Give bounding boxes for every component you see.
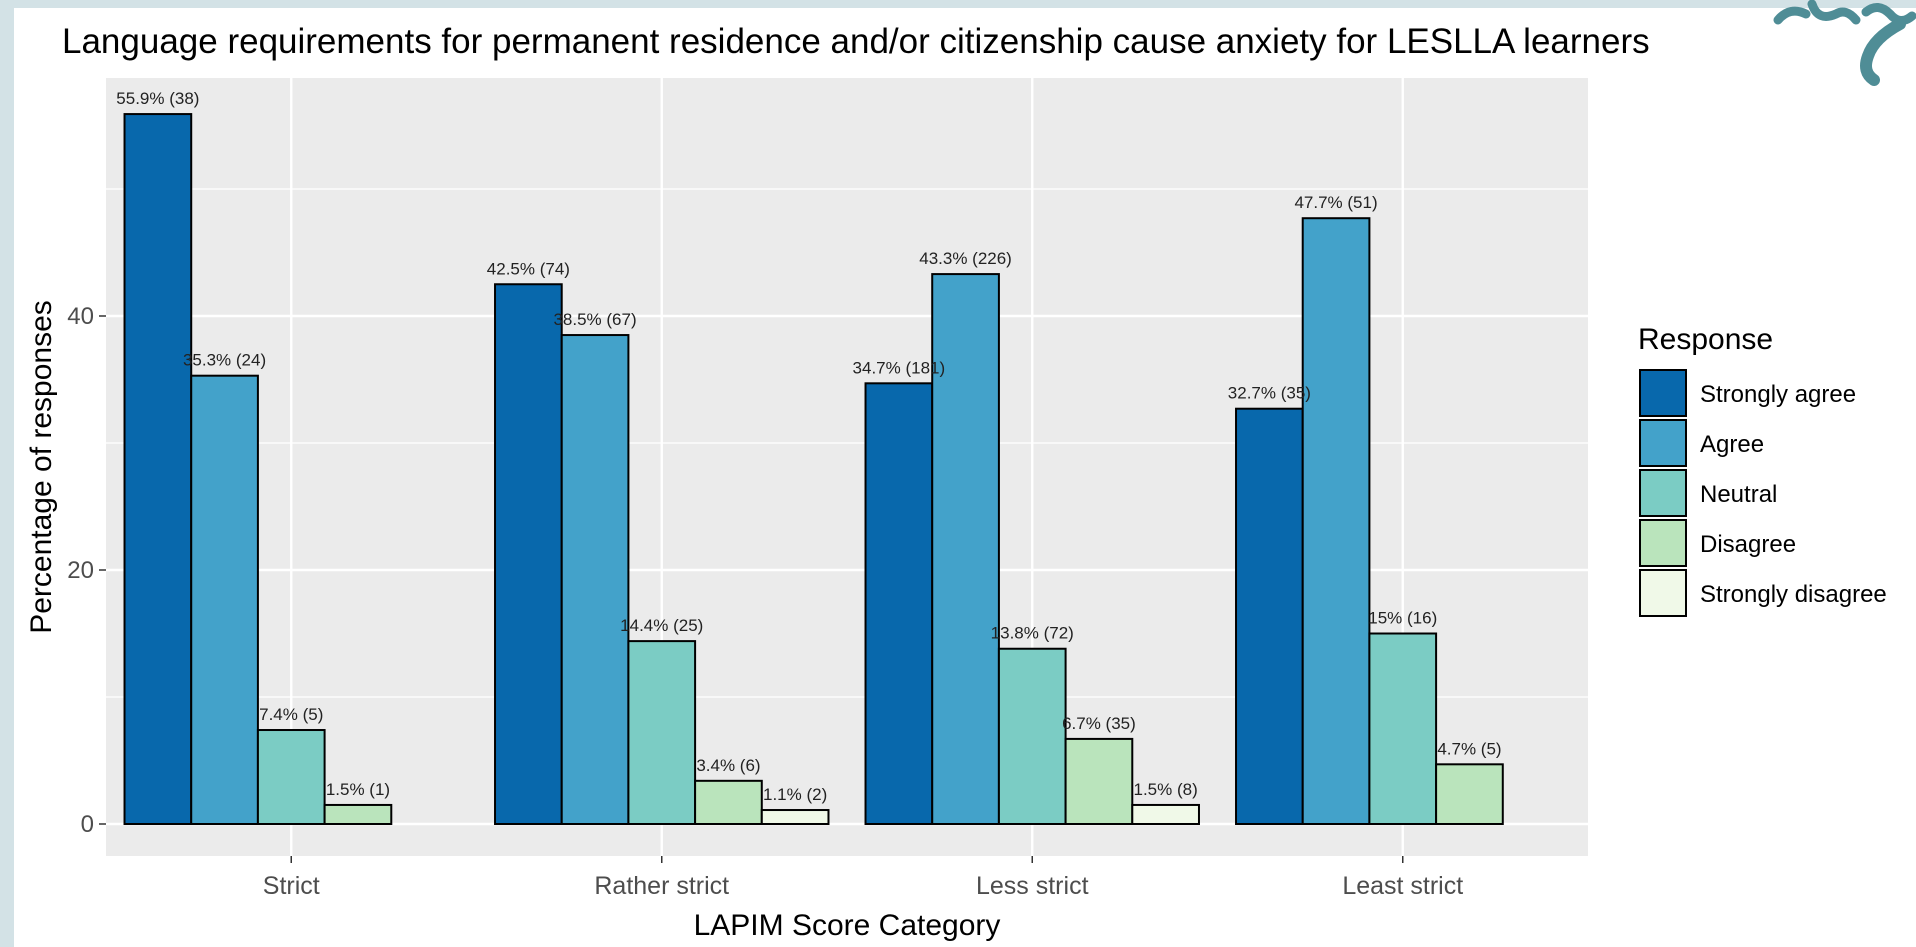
bar	[1235, 407, 1304, 825]
bar	[560, 334, 630, 825]
y-tick-label: 40	[67, 303, 94, 330]
left-border	[0, 0, 14, 947]
bar	[123, 113, 193, 825]
legend-title: Response	[1638, 323, 1773, 356]
bar-data-label: 32.7% (35)	[1228, 384, 1311, 403]
legend-key	[1639, 519, 1687, 567]
bar-data-label: 1.1% (2)	[763, 785, 827, 804]
y-tick-label: 20	[67, 557, 94, 584]
legend-label: Strongly agree	[1700, 381, 1856, 408]
bar-data-label: 47.7% (51)	[1294, 193, 1377, 212]
bar-data-label: 7.4% (5)	[259, 705, 323, 724]
bar-data-label: 1.5% (8)	[1134, 780, 1198, 799]
bar-data-label: 4.7% (5)	[1437, 739, 1501, 758]
bar-data-label: 3.4% (6)	[696, 756, 760, 775]
bar	[997, 647, 1067, 825]
legend-key	[1639, 369, 1687, 417]
bar-data-label: 15% (16)	[1368, 609, 1437, 628]
bar	[190, 374, 259, 825]
bar	[760, 809, 830, 826]
bar	[864, 382, 934, 825]
bar	[1435, 763, 1504, 825]
x-axis-title: LAPIM Score Category	[694, 909, 1001, 942]
legend-key	[1639, 569, 1687, 617]
bar-data-label: 42.5% (74)	[487, 259, 570, 278]
legend-label: Disagree	[1700, 531, 1796, 558]
legend-key	[1639, 419, 1687, 467]
bar	[1131, 803, 1200, 826]
bar	[931, 273, 1000, 825]
legend-label: Neutral	[1700, 481, 1777, 508]
bar	[1301, 217, 1371, 825]
bar	[494, 283, 563, 825]
legend: Response Strongly agree Agree Neutral Disag…	[1638, 323, 1887, 617]
bar	[627, 640, 697, 825]
bar-data-label: 43.3% (226)	[919, 249, 1012, 268]
decorative-script-logo	[1773, 0, 1916, 86]
top-border	[0, 0, 1916, 8]
bars-layer	[123, 113, 1504, 826]
bar-data-label: 14.4% (25)	[620, 616, 703, 635]
y-axis: 0 20 40	[67, 303, 106, 838]
x-tick-label: Less strict	[976, 872, 1089, 900]
legend-key	[1639, 469, 1687, 517]
bar	[256, 729, 326, 826]
bar	[1368, 632, 1438, 825]
legend-label: Strongly disagree	[1700, 581, 1887, 608]
y-axis-title: Percentage of responses	[25, 300, 58, 634]
bar-data-label: 13.8% (72)	[991, 624, 1074, 643]
bar-labels-layer: 55.9% (38) 35.3% (24) 7.4% (5) 1.5% (1) 42.5…	[116, 89, 1501, 804]
bar	[323, 803, 393, 826]
bar-data-label: 55.9% (38)	[116, 89, 199, 108]
bar-data-label: 1.5% (1)	[326, 780, 390, 799]
x-tick-label: Rather strict	[594, 872, 729, 900]
bar-data-label: 34.7% (181)	[853, 358, 946, 377]
bar	[694, 779, 763, 826]
x-axis: Strict Rather strict Less strict Least stri…	[263, 856, 1463, 900]
bar-data-label: 38.5% (67)	[553, 310, 636, 329]
bar-data-label: 6.7% (35)	[1062, 714, 1136, 733]
x-tick-label: Strict	[263, 872, 320, 900]
y-tick-label: 0	[81, 811, 94, 838]
bar	[1064, 737, 1134, 825]
bar-data-label: 35.3% (24)	[183, 351, 266, 370]
chart-title: Language requirements for permanent resi…	[62, 22, 1650, 61]
legend-label: Agree	[1700, 431, 1764, 458]
x-tick-label: Least strict	[1342, 872, 1463, 900]
